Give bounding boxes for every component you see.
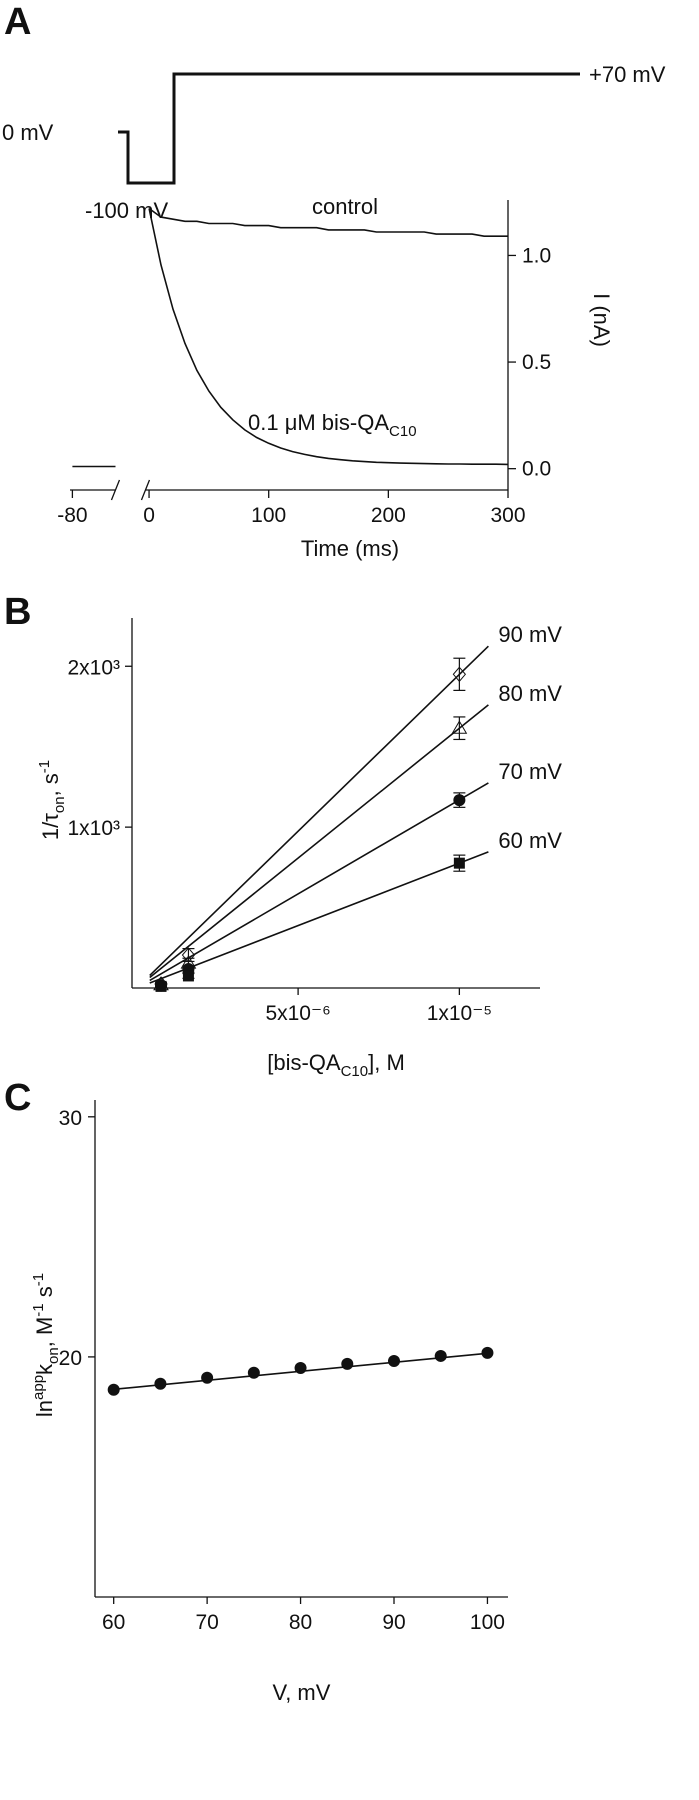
protocol-label: -100 mV [85, 198, 168, 223]
x-tick-label: 5x10⁻⁶ [265, 1002, 330, 1025]
trace [148, 208, 509, 466]
marker [451, 720, 468, 734]
x-tick-label: 300 [490, 504, 525, 527]
x-tick-label: 60 [102, 1611, 125, 1634]
marker [182, 970, 194, 982]
x-tick-label: 200 [371, 504, 406, 527]
marker [341, 1357, 354, 1370]
marker [155, 980, 167, 992]
marker [247, 1366, 260, 1379]
trace [148, 207, 508, 237]
marker [388, 1354, 401, 1367]
text-part: on [45, 1347, 62, 1364]
x-tick-label: -80 [57, 504, 87, 527]
text-part: , M [32, 1317, 57, 1348]
panel-label: A [4, 1, 31, 43]
panel-label: C [4, 1077, 31, 1119]
series-label: control [312, 194, 378, 219]
x-tick-label: 90 [382, 1611, 405, 1634]
marker [452, 666, 467, 683]
text-part: ], M [368, 1050, 405, 1075]
text-part: on [51, 796, 68, 813]
x-tick-label: 1x10⁻⁵ [427, 1002, 492, 1025]
text-part: k [32, 1363, 57, 1375]
x-tick-label: 80 [289, 1611, 312, 1634]
y-axis-title: lnappkon, M-1 s-1 [30, 1273, 62, 1417]
fit-line [149, 851, 489, 984]
x-tick-label: 100 [470, 1611, 505, 1634]
fit-line [149, 782, 489, 982]
series-label: 90 mV [498, 622, 562, 647]
voltage-protocol [118, 72, 580, 185]
fit-line [149, 645, 489, 977]
x-tick-label: 0 [143, 504, 155, 527]
marker [453, 794, 466, 807]
marker [434, 1349, 447, 1362]
text-part: V, mV [273, 1680, 331, 1705]
series-label: 80 mV [498, 681, 562, 706]
x-axis-title: Time (ms) [301, 536, 399, 561]
text-part: ln [32, 1400, 57, 1417]
y-tick-label: 0.5 [522, 351, 551, 374]
y-tick-label: 1.0 [522, 244, 551, 267]
text-part: app [30, 1375, 47, 1400]
text-part: s [32, 1286, 57, 1303]
y-tick-label: 0.0 [522, 458, 551, 481]
panel-label: B [4, 591, 31, 633]
error-bar [453, 657, 466, 691]
series-label: 60 mV [498, 828, 562, 853]
axis-break [140, 479, 151, 501]
marker [201, 1371, 214, 1384]
x-tick-label: 70 [195, 1611, 218, 1634]
y-tick-label: 20 [59, 1347, 82, 1370]
marker [294, 1361, 307, 1374]
marker [154, 1377, 167, 1390]
y-tick-label: 30 [59, 1107, 82, 1130]
y-axis-title: I (nA) [589, 293, 614, 347]
text-part: C10 [341, 1063, 369, 1080]
y-tick-label: 2x10³ [67, 656, 120, 679]
text-part: 1/τ [38, 813, 63, 840]
marker [453, 857, 465, 869]
y-axis-title: 1/τon, s-1 [36, 760, 68, 840]
text-part: -1 [36, 760, 53, 773]
y-tick-label: 1x10³ [67, 817, 120, 840]
protocol-label: +70 mV [589, 62, 666, 87]
series-label: 0.1 μM bis-QAC10 [248, 410, 417, 440]
text-part: C10 [389, 423, 417, 440]
text-part: -1 [30, 1303, 47, 1316]
x-tick-label: 100 [251, 504, 286, 527]
marker [481, 1346, 494, 1359]
axis-break [110, 479, 121, 501]
text-part: , s [38, 773, 63, 796]
text-part: -1 [30, 1273, 47, 1286]
text-part: 0.1 μM bis-QA [248, 410, 389, 435]
x-axis-title: [bis-QAC10], M [267, 1050, 405, 1080]
protocol-label: 0 mV [2, 120, 54, 145]
fit-line [149, 704, 489, 979]
series-label: 70 mV [498, 759, 562, 784]
x-axis-title: V, mV [273, 1680, 331, 1705]
text-part: [bis-QA [267, 1050, 341, 1075]
marker [107, 1383, 120, 1396]
